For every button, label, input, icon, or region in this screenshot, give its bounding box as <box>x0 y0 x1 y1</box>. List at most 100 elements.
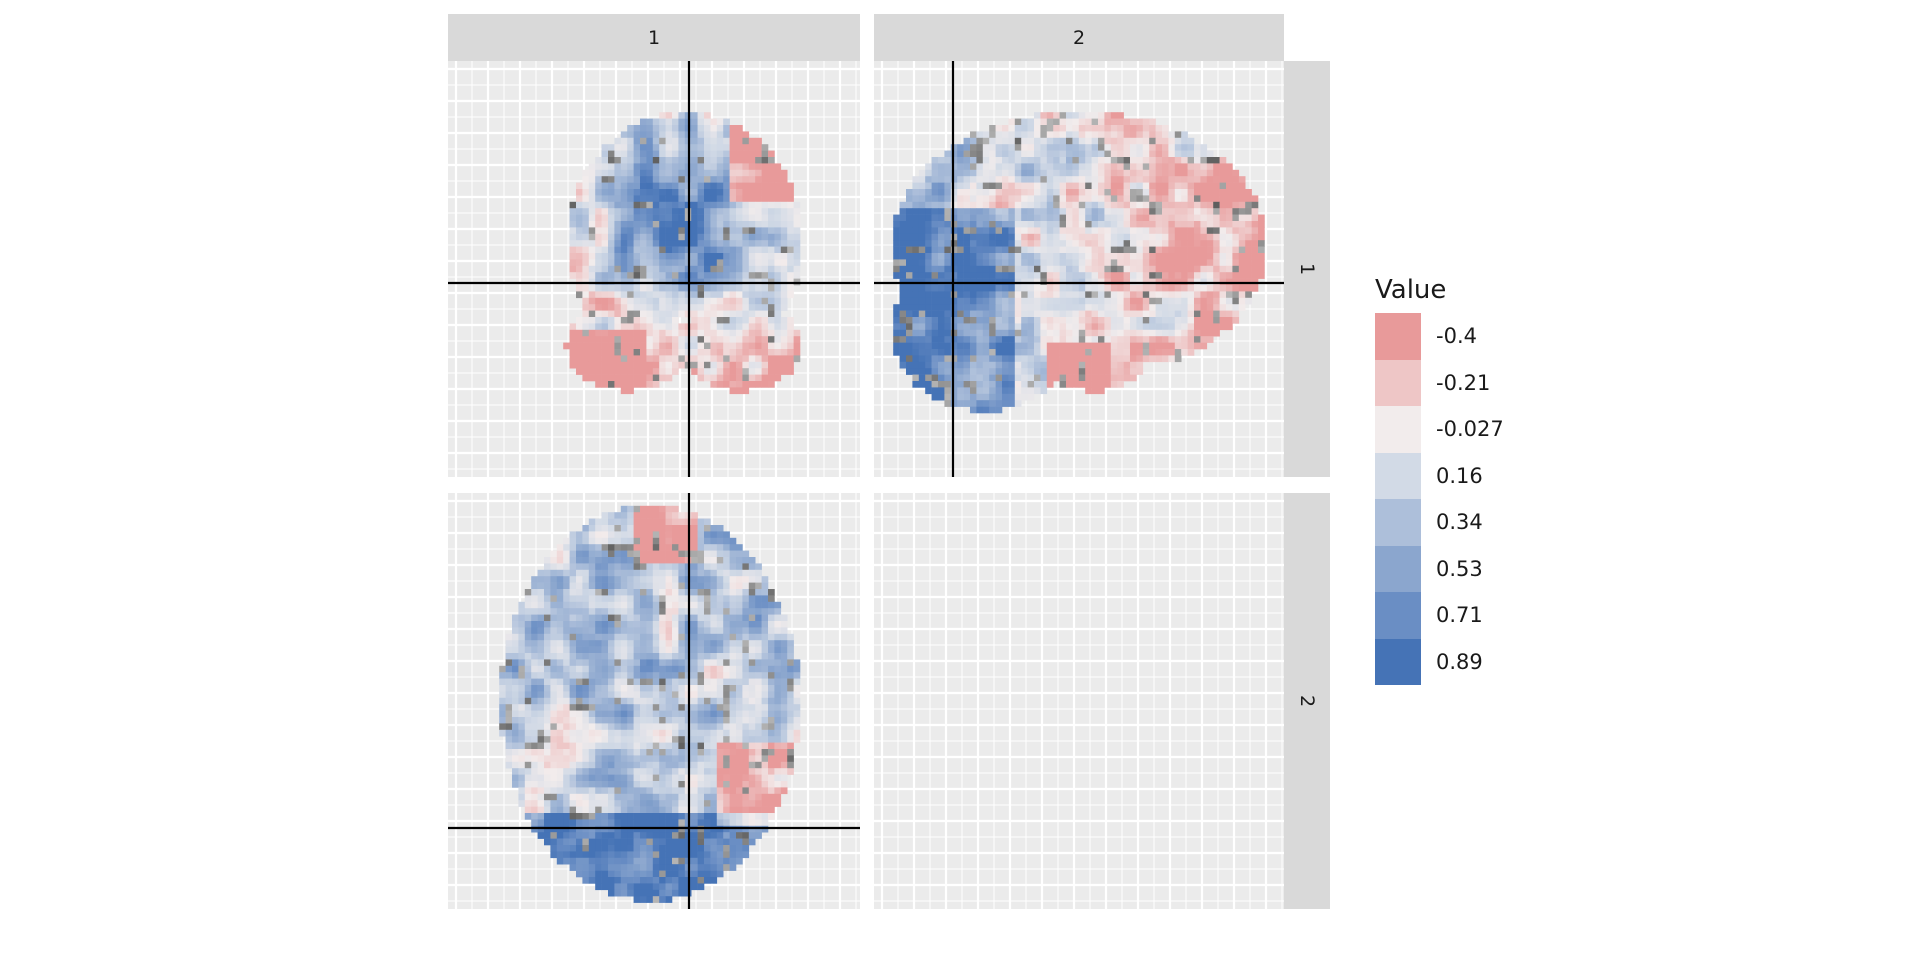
voxel <box>563 659 570 667</box>
voxel <box>672 557 679 564</box>
voxel <box>537 736 545 743</box>
voxel <box>1014 361 1022 369</box>
voxel <box>691 608 698 615</box>
voxel <box>893 246 900 254</box>
voxel <box>931 381 939 388</box>
voxel <box>1059 150 1067 158</box>
voxel <box>1226 285 1233 292</box>
voxel <box>697 704 705 711</box>
voxel <box>659 518 666 526</box>
voxel <box>950 381 958 388</box>
voxel <box>1194 291 1201 299</box>
voxel <box>1053 227 1060 235</box>
voxel <box>1014 381 1022 388</box>
voxel <box>761 265 769 273</box>
voxel <box>1206 329 1214 337</box>
voxel <box>614 144 622 151</box>
voxel <box>1104 157 1112 164</box>
voxel <box>665 304 673 311</box>
voxel <box>723 214 730 222</box>
voxel <box>659 137 666 145</box>
voxel <box>1219 304 1227 311</box>
voxel <box>697 329 705 337</box>
voxel <box>761 633 769 641</box>
voxel <box>976 182 984 190</box>
voxel <box>633 125 641 132</box>
voxel <box>576 557 583 564</box>
voxel <box>691 233 698 241</box>
voxel <box>729 723 737 731</box>
voxel <box>918 246 926 254</box>
voxel <box>640 336 647 343</box>
voxel <box>1149 195 1156 203</box>
voxel <box>563 717 570 724</box>
voxel <box>723 640 730 647</box>
voxel <box>1142 323 1150 331</box>
voxel <box>938 189 945 196</box>
voxel <box>1117 233 1124 241</box>
voxel <box>1187 253 1195 260</box>
voxel <box>1040 125 1048 132</box>
voxel <box>537 589 545 596</box>
voxel <box>1194 342 1201 350</box>
voxel <box>710 285 718 292</box>
voxel <box>723 163 730 171</box>
voxel <box>1046 368 1054 375</box>
voxel <box>925 368 932 375</box>
voxel <box>1194 310 1201 318</box>
voxel <box>1187 157 1195 164</box>
voxel <box>1040 265 1048 273</box>
voxel <box>652 246 660 254</box>
voxel <box>1066 310 1073 318</box>
voxel <box>1002 291 1009 299</box>
voxel <box>1027 253 1035 260</box>
voxel <box>787 195 794 203</box>
voxel <box>982 253 990 260</box>
voxel <box>582 691 590 699</box>
voxel <box>982 246 990 254</box>
voxel <box>736 144 743 151</box>
voxel <box>1104 118 1112 126</box>
voxel <box>582 717 590 724</box>
voxel <box>608 304 615 311</box>
voxel <box>704 582 711 590</box>
voxel <box>1085 137 1092 145</box>
voxel <box>768 201 775 209</box>
voxel <box>1066 336 1073 343</box>
voxel <box>976 361 984 369</box>
voxel <box>710 659 718 667</box>
voxel <box>627 317 634 324</box>
voxel <box>1245 195 1252 203</box>
voxel <box>672 336 679 343</box>
voxel <box>601 537 609 545</box>
voxel <box>1200 144 1208 151</box>
voxel <box>588 589 596 596</box>
voxel <box>736 150 743 158</box>
voxel <box>1123 259 1131 267</box>
voxel <box>1110 374 1118 382</box>
voxel <box>1059 125 1067 132</box>
voxel <box>893 336 900 343</box>
voxel <box>665 537 673 545</box>
voxel <box>970 137 977 145</box>
voxel <box>582 563 590 571</box>
voxel <box>736 374 743 382</box>
sagittal-heatmap <box>874 61 1284 477</box>
voxel <box>1046 259 1054 267</box>
voxel <box>723 691 730 699</box>
voxel <box>1085 291 1092 299</box>
voxel <box>620 329 628 337</box>
voxel <box>697 336 705 343</box>
voxel <box>665 685 673 692</box>
voxel <box>787 633 794 641</box>
voxel <box>1219 272 1227 279</box>
voxel <box>576 349 583 356</box>
voxel <box>729 704 737 711</box>
voxel <box>1110 259 1118 267</box>
voxel <box>595 640 602 647</box>
voxel <box>633 742 641 750</box>
voxel <box>748 717 756 724</box>
voxel <box>1194 317 1201 324</box>
voxel <box>1008 214 1016 222</box>
voxel <box>627 253 634 260</box>
